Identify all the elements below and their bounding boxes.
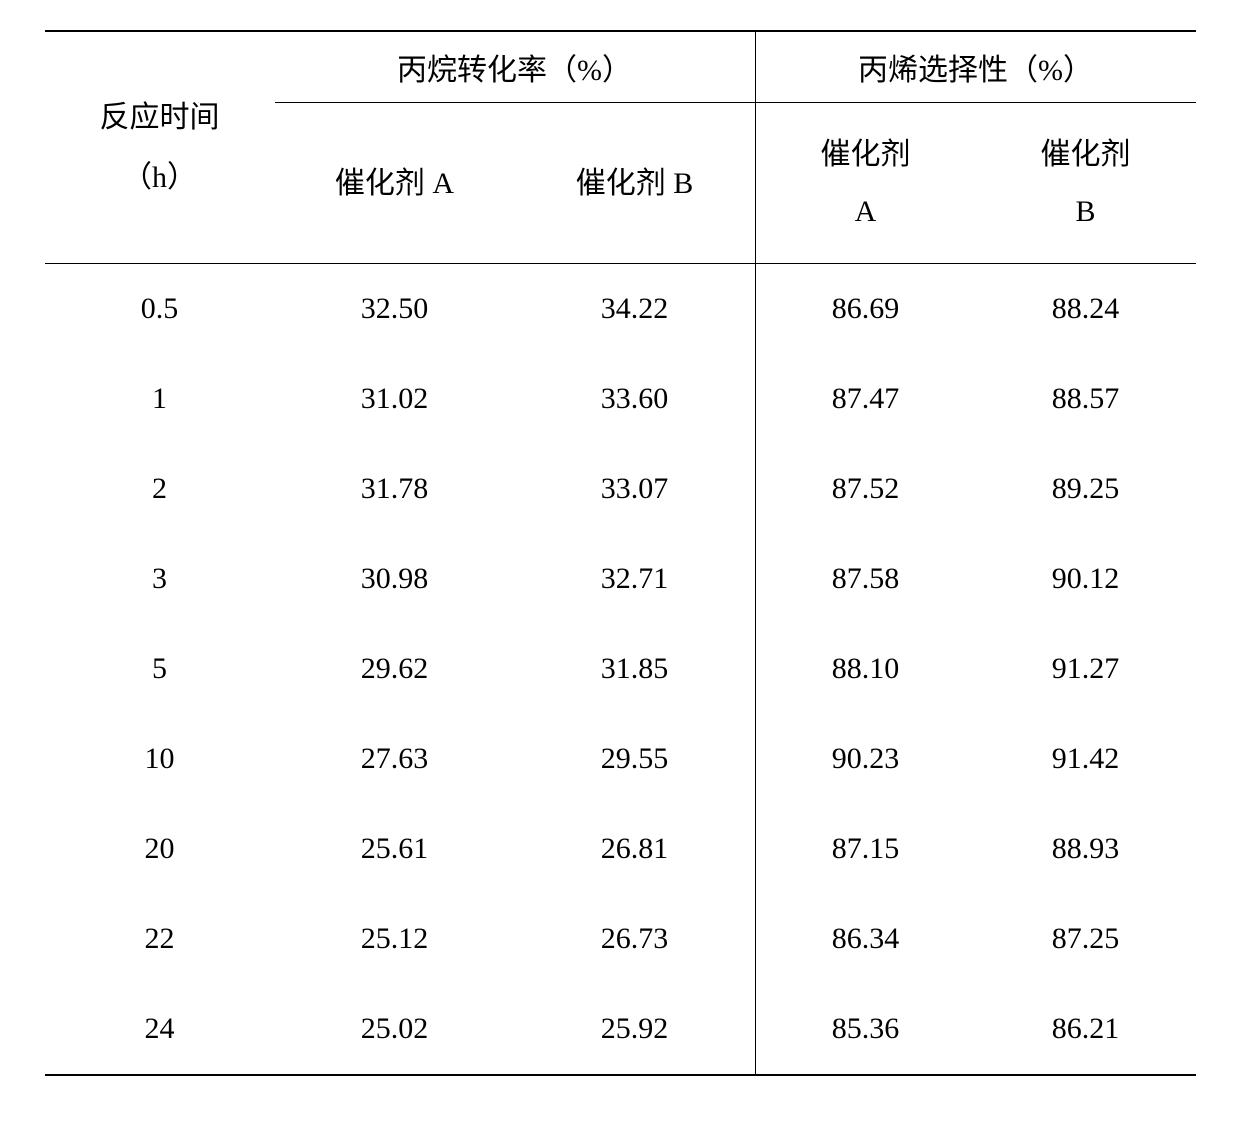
cell-conv-a: 30.98 [275, 534, 515, 624]
table-row: 22 25.12 26.73 86.34 87.25 [45, 894, 1196, 984]
cell-sel-b: 87.25 [976, 894, 1196, 984]
cell-sel-a: 88.10 [755, 624, 976, 714]
cell-sel-b: 90.12 [976, 534, 1196, 624]
cell-sel-a: 90.23 [755, 714, 976, 804]
cell-time: 3 [45, 534, 275, 624]
cell-sel-b: 88.93 [976, 804, 1196, 894]
cell-conv-a: 32.50 [275, 264, 515, 355]
table-row: 5 29.62 31.85 88.10 91.27 [45, 624, 1196, 714]
table-row: 24 25.02 25.92 85.36 86.21 [45, 984, 1196, 1075]
header-selectivity: 丙烯选择性（%） [755, 31, 1196, 103]
header-conversion: 丙烷转化率（%） [275, 31, 756, 103]
cell-sel-a: 86.34 [755, 894, 976, 984]
table-row: 10 27.63 29.55 90.23 91.42 [45, 714, 1196, 804]
table-row: 3 30.98 32.71 87.58 90.12 [45, 534, 1196, 624]
cell-conv-a: 31.78 [275, 444, 515, 534]
cell-conv-b: 26.73 [515, 894, 756, 984]
cell-conv-a: 25.61 [275, 804, 515, 894]
header-time: 反应时间 （h） [45, 31, 275, 264]
cell-conv-b: 31.85 [515, 624, 756, 714]
cell-sel-a: 86.69 [755, 264, 976, 355]
cell-sel-a: 87.58 [755, 534, 976, 624]
cell-time: 24 [45, 984, 275, 1075]
cell-conv-b: 25.92 [515, 984, 756, 1075]
header-sel-b-line1: 催化剂 [1041, 138, 1131, 171]
header-sel-b: 催化剂 B [976, 103, 1196, 264]
table-body: 0.5 32.50 34.22 86.69 88.24 1 31.02 33.6… [45, 264, 1196, 1076]
cell-sel-a: 87.52 [755, 444, 976, 534]
cell-sel-b: 88.57 [976, 354, 1196, 444]
cell-conv-a: 25.02 [275, 984, 515, 1075]
cell-conv-b: 29.55 [515, 714, 756, 804]
cell-sel-a: 85.36 [755, 984, 976, 1075]
cell-sel-b: 89.25 [976, 444, 1196, 534]
cell-time: 10 [45, 714, 275, 804]
cell-time: 20 [45, 804, 275, 894]
cell-conv-a: 27.63 [275, 714, 515, 804]
header-conv-a: 催化剂 A [275, 103, 515, 264]
header-time-line2: （h） [122, 161, 197, 194]
data-table: 反应时间 （h） 丙烷转化率（%） 丙烯选择性（%） 催化剂 A 催化剂 B 催… [45, 30, 1196, 1076]
cell-conv-b: 26.81 [515, 804, 756, 894]
table-row: 2 31.78 33.07 87.52 89.25 [45, 444, 1196, 534]
cell-conv-b: 33.60 [515, 354, 756, 444]
header-conv-b: 催化剂 B [515, 103, 756, 264]
cell-time: 2 [45, 444, 275, 534]
header-sel-a-line1: 催化剂 [821, 138, 911, 171]
table-row: 1 31.02 33.60 87.47 88.57 [45, 354, 1196, 444]
header-time-line1: 反应时间 [100, 101, 220, 134]
cell-conv-b: 32.71 [515, 534, 756, 624]
table-row: 0.5 32.50 34.22 86.69 88.24 [45, 264, 1196, 355]
header-sel-b-line2: B [1075, 195, 1095, 228]
cell-conv-a: 31.02 [275, 354, 515, 444]
cell-time: 0.5 [45, 264, 275, 355]
cell-sel-a: 87.15 [755, 804, 976, 894]
header-row-1: 反应时间 （h） 丙烷转化率（%） 丙烯选择性（%） [45, 31, 1196, 103]
cell-sel-b: 91.27 [976, 624, 1196, 714]
cell-sel-a: 87.47 [755, 354, 976, 444]
table-row: 20 25.61 26.81 87.15 88.93 [45, 804, 1196, 894]
cell-conv-b: 33.07 [515, 444, 756, 534]
cell-time: 22 [45, 894, 275, 984]
cell-conv-b: 34.22 [515, 264, 756, 355]
cell-time: 5 [45, 624, 275, 714]
cell-sel-b: 91.42 [976, 714, 1196, 804]
header-sel-a-line2: A [855, 195, 877, 228]
cell-conv-a: 25.12 [275, 894, 515, 984]
cell-time: 1 [45, 354, 275, 444]
cell-sel-b: 86.21 [976, 984, 1196, 1075]
cell-conv-a: 29.62 [275, 624, 515, 714]
cell-sel-b: 88.24 [976, 264, 1196, 355]
header-sel-a: 催化剂 A [755, 103, 976, 264]
